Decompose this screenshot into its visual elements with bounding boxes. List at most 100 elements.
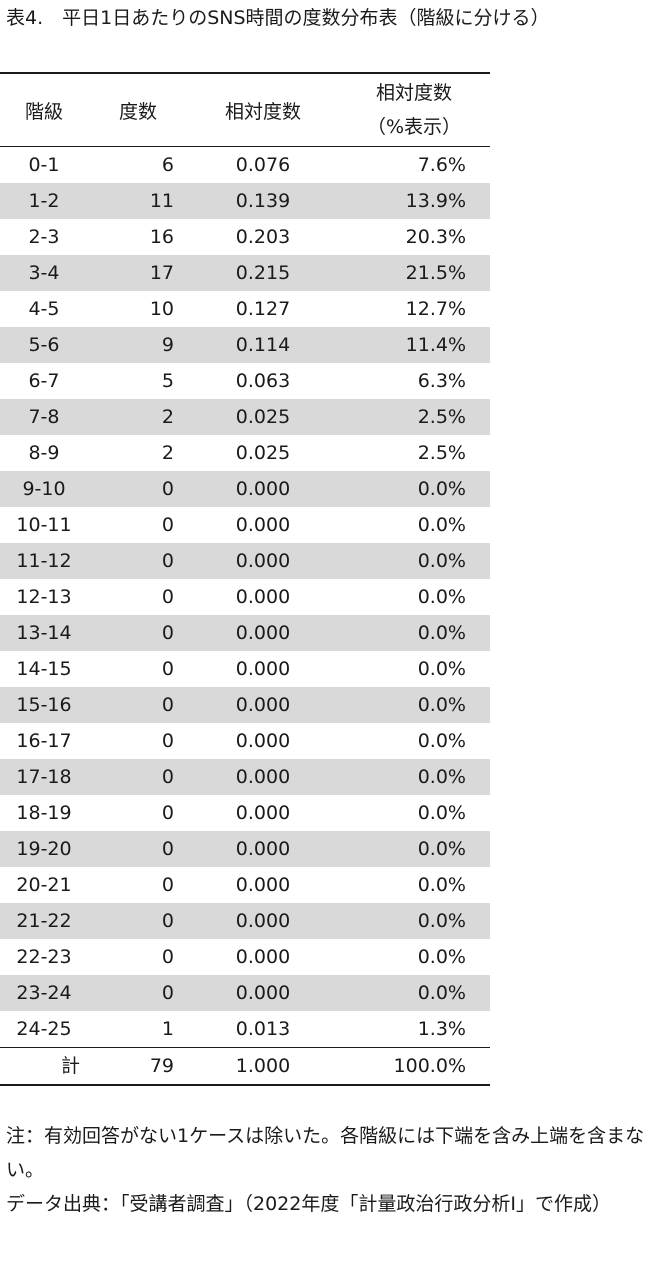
count-cell: 0 <box>161 730 174 752</box>
table-row: 3-4 17 0.215 21.5% <box>0 255 490 291</box>
count-cell: 0 <box>88 471 188 507</box>
class-cell: 1-2 <box>0 183 88 219</box>
relative-cell: 0.000 <box>235 514 291 536</box>
class-cell: 3-4 <box>0 255 88 291</box>
table-row: 18-19 0 0.000 0.0% <box>0 795 490 831</box>
table-row: 23-24 0 0.000 0.0% <box>0 975 490 1011</box>
count-cell: 17 <box>88 255 188 291</box>
count-cell: 0 <box>88 543 188 579</box>
relative-cell: 0.114 <box>188 327 338 363</box>
header-count: 度数 <box>88 72 188 147</box>
percent-cell: 0.0% <box>338 903 490 939</box>
percent-cell: 2.5% <box>338 399 490 435</box>
table-row: 1-2 11 0.139 13.9% <box>0 183 490 219</box>
table-row: 7-8 2 0.025 2.5% <box>0 399 490 435</box>
relative-cell: 0.076 <box>235 154 291 176</box>
class-cell: 8-9 <box>28 442 60 464</box>
relative-cell: 0.000 <box>235 874 291 896</box>
count-cell: 0 <box>161 946 174 968</box>
count-cell: 5 <box>161 370 174 392</box>
count-cell: 0 <box>88 615 188 651</box>
class-cell: 7-8 <box>0 399 88 435</box>
class-cell: 6-7 <box>28 370 60 392</box>
count-cell: 11 <box>88 183 188 219</box>
total-label: 計 <box>0 1047 88 1086</box>
table-row: 0-1 6 0.076 7.6% <box>0 147 490 184</box>
note-text: 注：有効回答がない1ケースは除いた。各階級には下端を含み上端を含まない。 <box>6 1125 645 1181</box>
count-cell: 2 <box>88 399 188 435</box>
total-relative: 1.000 <box>188 1047 338 1086</box>
count-cell: 0 <box>161 802 174 824</box>
table-row: 13-14 0 0.000 0.0% <box>0 615 490 651</box>
count-cell: 0 <box>161 658 174 680</box>
table-row: 15-16 0 0.000 0.0% <box>0 687 490 723</box>
relative-cell: 0.013 <box>235 1018 291 1040</box>
total-count: 79 <box>88 1047 188 1086</box>
class-cell: 24-25 <box>16 1018 72 1040</box>
header-row: 階級 度数 相対度数 相対度数 （%表示） <box>0 72 490 147</box>
class-cell: 11-12 <box>0 543 88 579</box>
table-row: 9-10 0 0.000 0.0% <box>0 471 490 507</box>
class-cell: 16-17 <box>16 730 72 752</box>
relative-cell: 0.063 <box>235 370 291 392</box>
total-row: 計 79 1.000 100.0% <box>0 1047 490 1086</box>
relative-cell: 0.000 <box>188 831 338 867</box>
relative-cell: 0.000 <box>188 903 338 939</box>
percent-cell: 12.7% <box>405 298 466 320</box>
relative-cell: 0.000 <box>235 658 291 680</box>
relative-cell: 0.000 <box>188 471 338 507</box>
header-percent-line1: 相対度数 <box>375 82 452 104</box>
percent-cell: 0.0% <box>417 514 466 536</box>
relative-cell: 0.139 <box>188 183 338 219</box>
header-relative: 相対度数 <box>188 72 338 147</box>
relative-cell: 0.000 <box>235 802 291 824</box>
class-cell: 2-3 <box>28 226 60 248</box>
relative-cell: 0.215 <box>188 255 338 291</box>
table-row: 5-6 9 0.114 11.4% <box>0 327 490 363</box>
table-row: 2-3 16 0.203 20.3% <box>0 219 490 255</box>
relative-cell: 0.000 <box>188 615 338 651</box>
count-cell: 0 <box>161 586 174 608</box>
relative-cell: 0.000 <box>235 946 291 968</box>
percent-cell: 1.3% <box>417 1018 466 1040</box>
class-cell: 20-21 <box>16 874 72 896</box>
relative-cell: 0.000 <box>235 730 291 752</box>
table-row: 4-5 10 0.127 12.7% <box>0 291 490 327</box>
table-caption: 表4. 平日1日あたりのSNS時間の度数分布表（階級に分ける） <box>6 7 550 29</box>
table-row: 14-15 0 0.000 0.0% <box>0 651 490 687</box>
table-row: 22-23 0 0.000 0.0% <box>0 939 490 975</box>
class-cell: 19-20 <box>0 831 88 867</box>
count-cell: 0 <box>88 759 188 795</box>
count-cell: 0 <box>88 975 188 1011</box>
table-row: 17-18 0 0.000 0.0% <box>0 759 490 795</box>
header-class: 階級 <box>0 72 88 147</box>
relative-cell: 0.000 <box>188 543 338 579</box>
table-row: 10-11 0 0.000 0.0% <box>0 507 490 543</box>
percent-cell: 0.0% <box>417 586 466 608</box>
relative-cell: 0.025 <box>188 399 338 435</box>
header-percent-line2: （%表示） <box>366 116 462 138</box>
percent-cell: 0.0% <box>338 831 490 867</box>
percent-cell: 0.0% <box>338 759 490 795</box>
count-cell: 0 <box>88 687 188 723</box>
count-cell: 0 <box>161 874 174 896</box>
percent-cell: 2.5% <box>417 442 466 464</box>
relative-cell: 0.000 <box>188 687 338 723</box>
count-cell: 9 <box>88 327 188 363</box>
table-row: 11-12 0 0.000 0.0% <box>0 543 490 579</box>
class-cell: 4-5 <box>28 298 60 320</box>
table-row: 24-25 1 0.013 1.3% <box>0 1011 490 1048</box>
class-cell: 10-11 <box>16 514 72 536</box>
relative-cell: 0.000 <box>188 975 338 1011</box>
percent-cell: 0.0% <box>338 543 490 579</box>
percent-cell: 0.0% <box>417 658 466 680</box>
class-cell: 21-22 <box>0 903 88 939</box>
percent-cell: 20.3% <box>405 226 466 248</box>
percent-cell: 0.0% <box>417 730 466 752</box>
count-cell: 16 <box>149 226 174 248</box>
class-cell: 0-1 <box>28 154 60 176</box>
class-cell: 23-24 <box>0 975 88 1011</box>
percent-cell: 11.4% <box>338 327 490 363</box>
count-cell: 0 <box>161 514 174 536</box>
notes: 注：有効回答がない1ケースは除いた。各階級には下端を含み上端を含まない。 データ… <box>6 1119 646 1221</box>
